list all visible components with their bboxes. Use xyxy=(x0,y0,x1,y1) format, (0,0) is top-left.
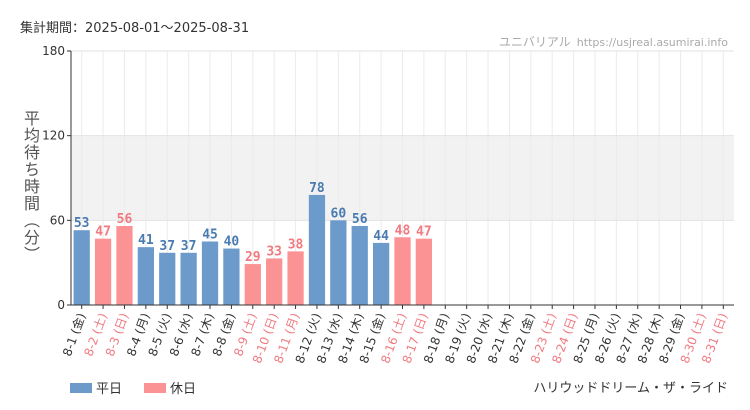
bar xyxy=(180,252,197,305)
bar-value-label: 60 xyxy=(331,206,347,221)
bar-value-label: 48 xyxy=(395,223,411,238)
y-tick-label: 120 xyxy=(42,129,65,143)
period-label: 集計期間：2025-08-01〜2025-08-31 xyxy=(20,21,250,36)
source-url: https://usjreal.asumirai.info xyxy=(576,36,728,49)
bar xyxy=(201,241,219,305)
y-tick-label: 60 xyxy=(50,213,65,227)
bar xyxy=(159,252,176,305)
bar-value-label: 29 xyxy=(245,250,261,265)
bar-value-label: 53 xyxy=(74,216,90,231)
bar xyxy=(266,258,283,305)
legend-entry-weekday[interactable]: 平日 xyxy=(70,378,122,397)
bar-value-label: 37 xyxy=(181,239,197,254)
bar xyxy=(94,238,112,305)
legend-swatch-weekday xyxy=(70,382,92,393)
legend: 平日 休日 xyxy=(70,378,210,397)
bar xyxy=(287,251,304,305)
y-tick-label: 0 xyxy=(57,298,65,312)
y-axis-label: 平均待ち時間（分） xyxy=(21,110,40,263)
bar-value-label: 41 xyxy=(138,233,154,248)
bar xyxy=(415,238,433,305)
ride-name: ハリウッドドリーム・ザ・ライド xyxy=(533,381,728,396)
bar-value-label: 56 xyxy=(352,212,368,227)
bar-value-label: 33 xyxy=(266,244,282,259)
bar xyxy=(394,237,411,305)
bar-value-label: 38 xyxy=(288,237,304,252)
bar xyxy=(137,247,154,305)
legend-entry-holiday[interactable]: 休日 xyxy=(144,378,196,397)
bar-value-label: 47 xyxy=(95,225,111,240)
legend-swatch-holiday xyxy=(144,382,167,393)
bar-value-label: 47 xyxy=(416,225,432,240)
bar-value-label: 44 xyxy=(373,229,389,244)
bar xyxy=(73,230,90,305)
bar xyxy=(330,220,347,305)
source-credit: ユニバリアル https://usjreal.asumirai.info xyxy=(499,33,728,50)
legend-label-holiday: 休日 xyxy=(170,382,197,397)
bar-value-label: 78 xyxy=(309,181,325,196)
bar xyxy=(244,264,261,305)
bar-value-label: 45 xyxy=(202,228,218,243)
y-tick-label: 180 xyxy=(42,44,65,58)
bar xyxy=(372,242,390,305)
bar xyxy=(308,194,326,305)
bar xyxy=(116,225,133,305)
bar-value-label: 37 xyxy=(159,239,175,254)
source-name: ユニバリアル xyxy=(498,35,571,49)
legend-label-weekday: 平日 xyxy=(96,382,123,397)
bar-value-label: 56 xyxy=(117,212,133,227)
bar xyxy=(351,225,368,305)
bar-value-label: 40 xyxy=(224,235,240,250)
bar xyxy=(223,248,240,305)
